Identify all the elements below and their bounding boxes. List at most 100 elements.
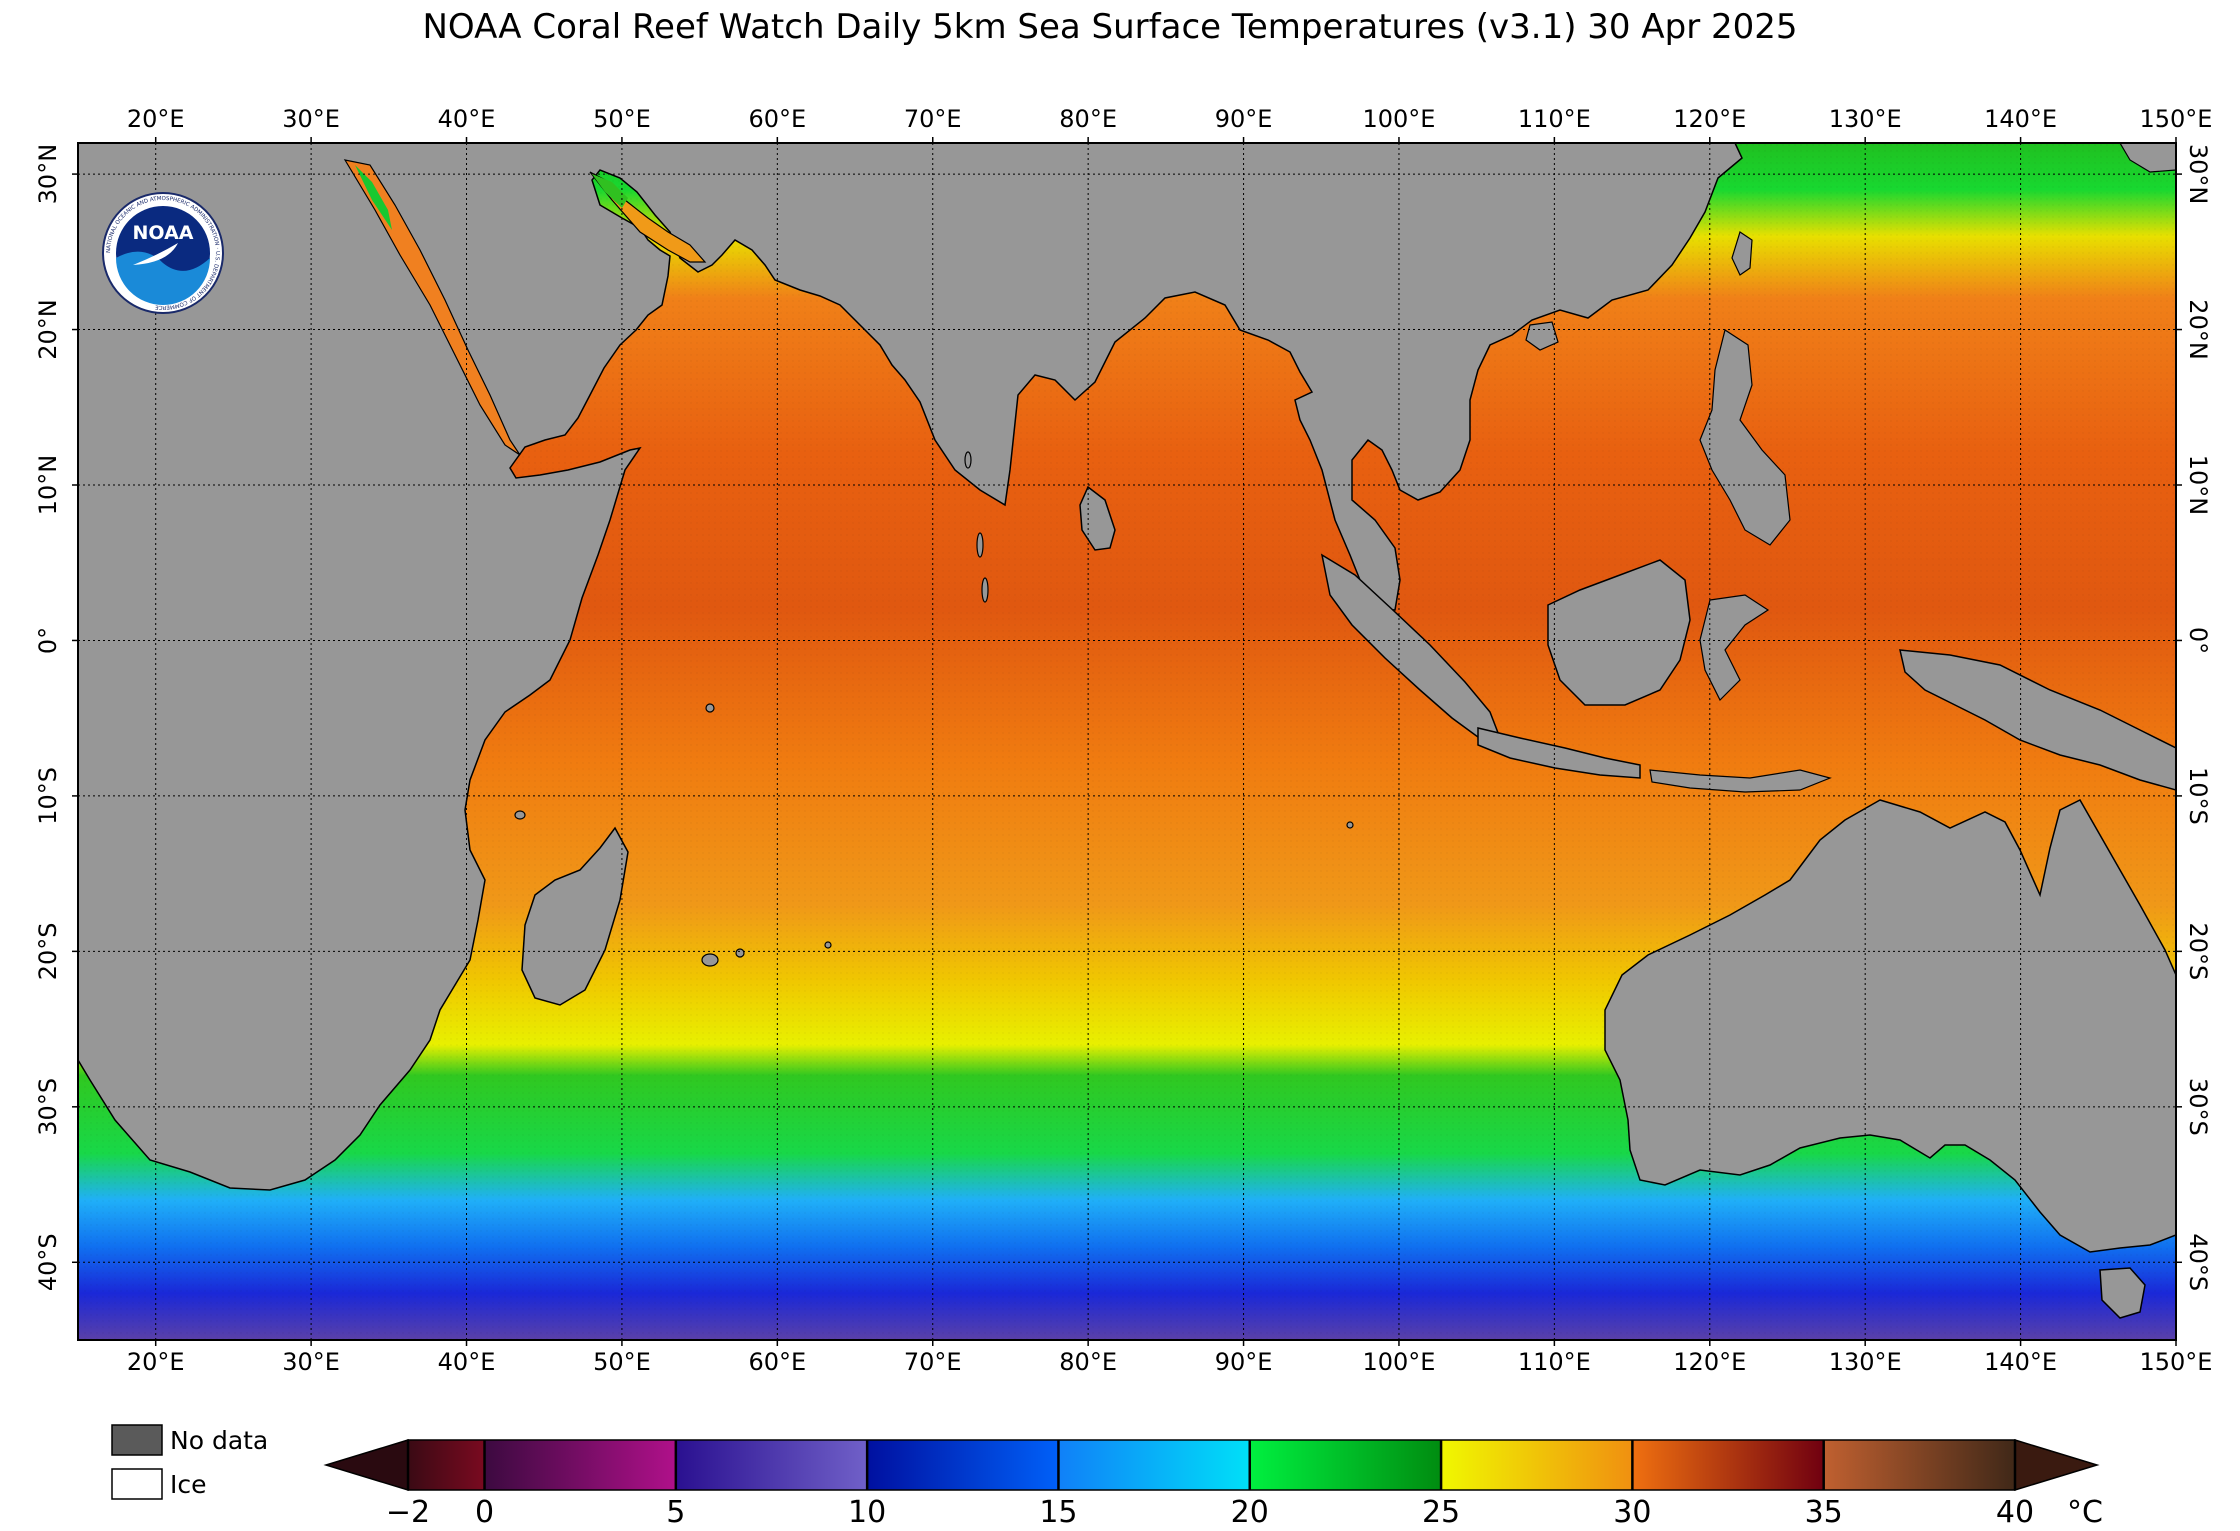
persian-gulf-north: [592, 174, 628, 208]
lon-tick-label: 30°E: [282, 105, 340, 133]
lon-tick-label: 110°E: [1518, 1348, 1591, 1376]
colorbar-tick-label: 0: [475, 1495, 494, 1527]
lon-tick-label: 60°E: [748, 105, 806, 133]
lon-tick-label: 50°E: [593, 105, 651, 133]
land-taiwan: [1731, 231, 1753, 276]
lon-tick-label: 110°E: [1518, 105, 1591, 133]
lat-tick-label: 30°S: [34, 1078, 62, 1136]
lon-tick-label: 90°E: [1215, 105, 1273, 133]
lat-tick-label: 0°: [2184, 627, 2212, 654]
land-masses: [78, 143, 2176, 1319]
lat-tick-label: 20°S: [2184, 922, 2212, 980]
legend-label: Ice: [170, 1470, 207, 1499]
map-panel: [78, 143, 2176, 1340]
lon-tick-label: 30°E: [282, 1348, 340, 1376]
lat-tick-label: 20°N: [2184, 299, 2212, 360]
red-sea-north: [355, 165, 392, 230]
colorbar-segment: [1632, 1440, 1824, 1490]
colorbar-segment: [408, 1440, 485, 1490]
lon-tick-label: 70°E: [904, 105, 962, 133]
lon-tick-label: 80°E: [1059, 105, 1117, 133]
lat-tick-label: 30°S: [2184, 1078, 2212, 1136]
noaa-logo-icon: NOAA NATIONAL OCEANIC AND ATMOSPHERIC AD…: [102, 192, 224, 314]
colorbar-tick-label: 15: [1039, 1495, 1077, 1527]
lon-tick-label: 40°E: [438, 1348, 496, 1376]
figure-title: NOAA Coral Reef Watch Daily 5km Sea Surf…: [422, 7, 1797, 47]
map-frame: [77, 142, 2177, 1341]
lon-tick-label: 100°E: [1362, 105, 1435, 133]
land-sulawesi: [1699, 594, 1770, 702]
colorbar-under-arrow: [323, 1438, 409, 1492]
land-hainan: [1525, 321, 1559, 351]
colorbar-segment: [1249, 1440, 1442, 1490]
lon-labels-top: 20°E 30°E 40°E 50°E 60°E 70°E 80°E 90°E 100°E 110…: [127, 105, 2213, 143]
lat-labels-left: 30°N 20°N 10°N 0° 10°S 20°S 30°S 40°S: [34, 144, 78, 1291]
legend-swatch: [111, 1424, 163, 1456]
land-borneo: [1547, 559, 1691, 706]
lon-tick-label: 120°E: [1673, 105, 1746, 133]
lon-tick-label: 150°E: [2140, 105, 2213, 133]
lat-tick-label: 0°: [34, 627, 62, 654]
colorbar-segment: [1823, 1440, 2015, 1490]
land-tasmania: [2099, 1267, 2146, 1319]
lon-tick-label: 130°E: [1829, 1348, 1902, 1376]
lon-tick-label: 40°E: [438, 105, 496, 133]
land-java: [1477, 727, 1641, 779]
lat-tick-label: 30°N: [34, 144, 62, 205]
colorbar-segment: [1441, 1440, 1633, 1490]
land-madagascar: [521, 826, 629, 1006]
sst-colorbar: −2 0 5 10 15 20 25 30 35 40 °C: [323, 1438, 2103, 1530]
legend-label: No data: [170, 1426, 268, 1455]
colorbar-tick-label: 5: [666, 1495, 685, 1527]
land-lesser-sunda: [1649, 769, 1832, 793]
land-new-guinea: [1899, 649, 2176, 791]
red-sea: [343, 159, 521, 456]
land-australia: [1604, 799, 2176, 1253]
colorbar-segment: [867, 1440, 1059, 1490]
colorbar-segment: [1058, 1440, 1250, 1490]
colorbar-over-arrow: [2014, 1438, 2100, 1492]
lat-tick-label: 10°S: [34, 767, 62, 825]
lon-tick-label: 100°E: [1362, 1348, 1435, 1376]
land-sri-lanka: [1079, 485, 1116, 551]
colorbar-tick-label: −2: [386, 1495, 430, 1527]
lat-tick-label: 30°N: [2184, 144, 2212, 205]
lon-tick-label: 120°E: [1673, 1348, 1746, 1376]
land-small-islands: [514, 451, 1354, 967]
colorbar-tick-label: 10: [848, 1495, 886, 1527]
colorbar-tick-label: 30: [1613, 1495, 1651, 1527]
land-philippines: [1699, 329, 1791, 546]
colorbar-unit: °C: [2067, 1495, 2103, 1527]
colorbar-segment: [675, 1440, 868, 1490]
lon-tick-label: 130°E: [1829, 105, 1902, 133]
lon-tick-label: 60°E: [748, 1348, 806, 1376]
lon-labels-bottom: 20°E 30°E 40°E 50°E 60°E 70°E 80°E 90°E 100°E 110…: [127, 1340, 2213, 1376]
colorbar-segment: [484, 1440, 676, 1490]
lon-tick-label: 150°E: [2140, 1348, 2213, 1376]
lon-tick-label: 70°E: [904, 1348, 962, 1376]
lon-tick-label: 140°E: [1984, 1348, 2057, 1376]
lat-tick-label: 10°S: [2184, 767, 2212, 825]
lon-tick-label: 140°E: [1984, 105, 2057, 133]
lon-tick-label: 20°E: [127, 105, 185, 133]
lat-tick-label: 40°S: [34, 1233, 62, 1291]
lon-tick-label: 90°E: [1215, 1348, 1273, 1376]
lat-tick-label: 20°N: [34, 299, 62, 360]
lat-tick-label: 10°N: [34, 455, 62, 516]
legend-swatch: [111, 1468, 163, 1500]
land-japan-edge: [2119, 143, 2176, 173]
lon-tick-label: 50°E: [593, 1348, 651, 1376]
lon-tick-label: 20°E: [127, 1348, 185, 1376]
legend: No data Ice: [111, 1424, 268, 1500]
colorbar-tick-label: 20: [1231, 1495, 1269, 1527]
lat-tick-label: 10°N: [2184, 455, 2212, 516]
colorbar-tick-label: 35: [1805, 1495, 1843, 1527]
colorbar-tick-label: 40: [1996, 1495, 2034, 1527]
noaa-logo-text: NOAA: [133, 222, 194, 244]
lon-tick-label: 80°E: [1059, 1348, 1117, 1376]
lat-tick-label: 20°S: [34, 922, 62, 980]
colorbar-tick-label: 25: [1422, 1495, 1460, 1527]
lat-labels-right: 30°N 20°N 10°N 0° 10°S 20°S 30°S 40°S: [2176, 144, 2212, 1291]
